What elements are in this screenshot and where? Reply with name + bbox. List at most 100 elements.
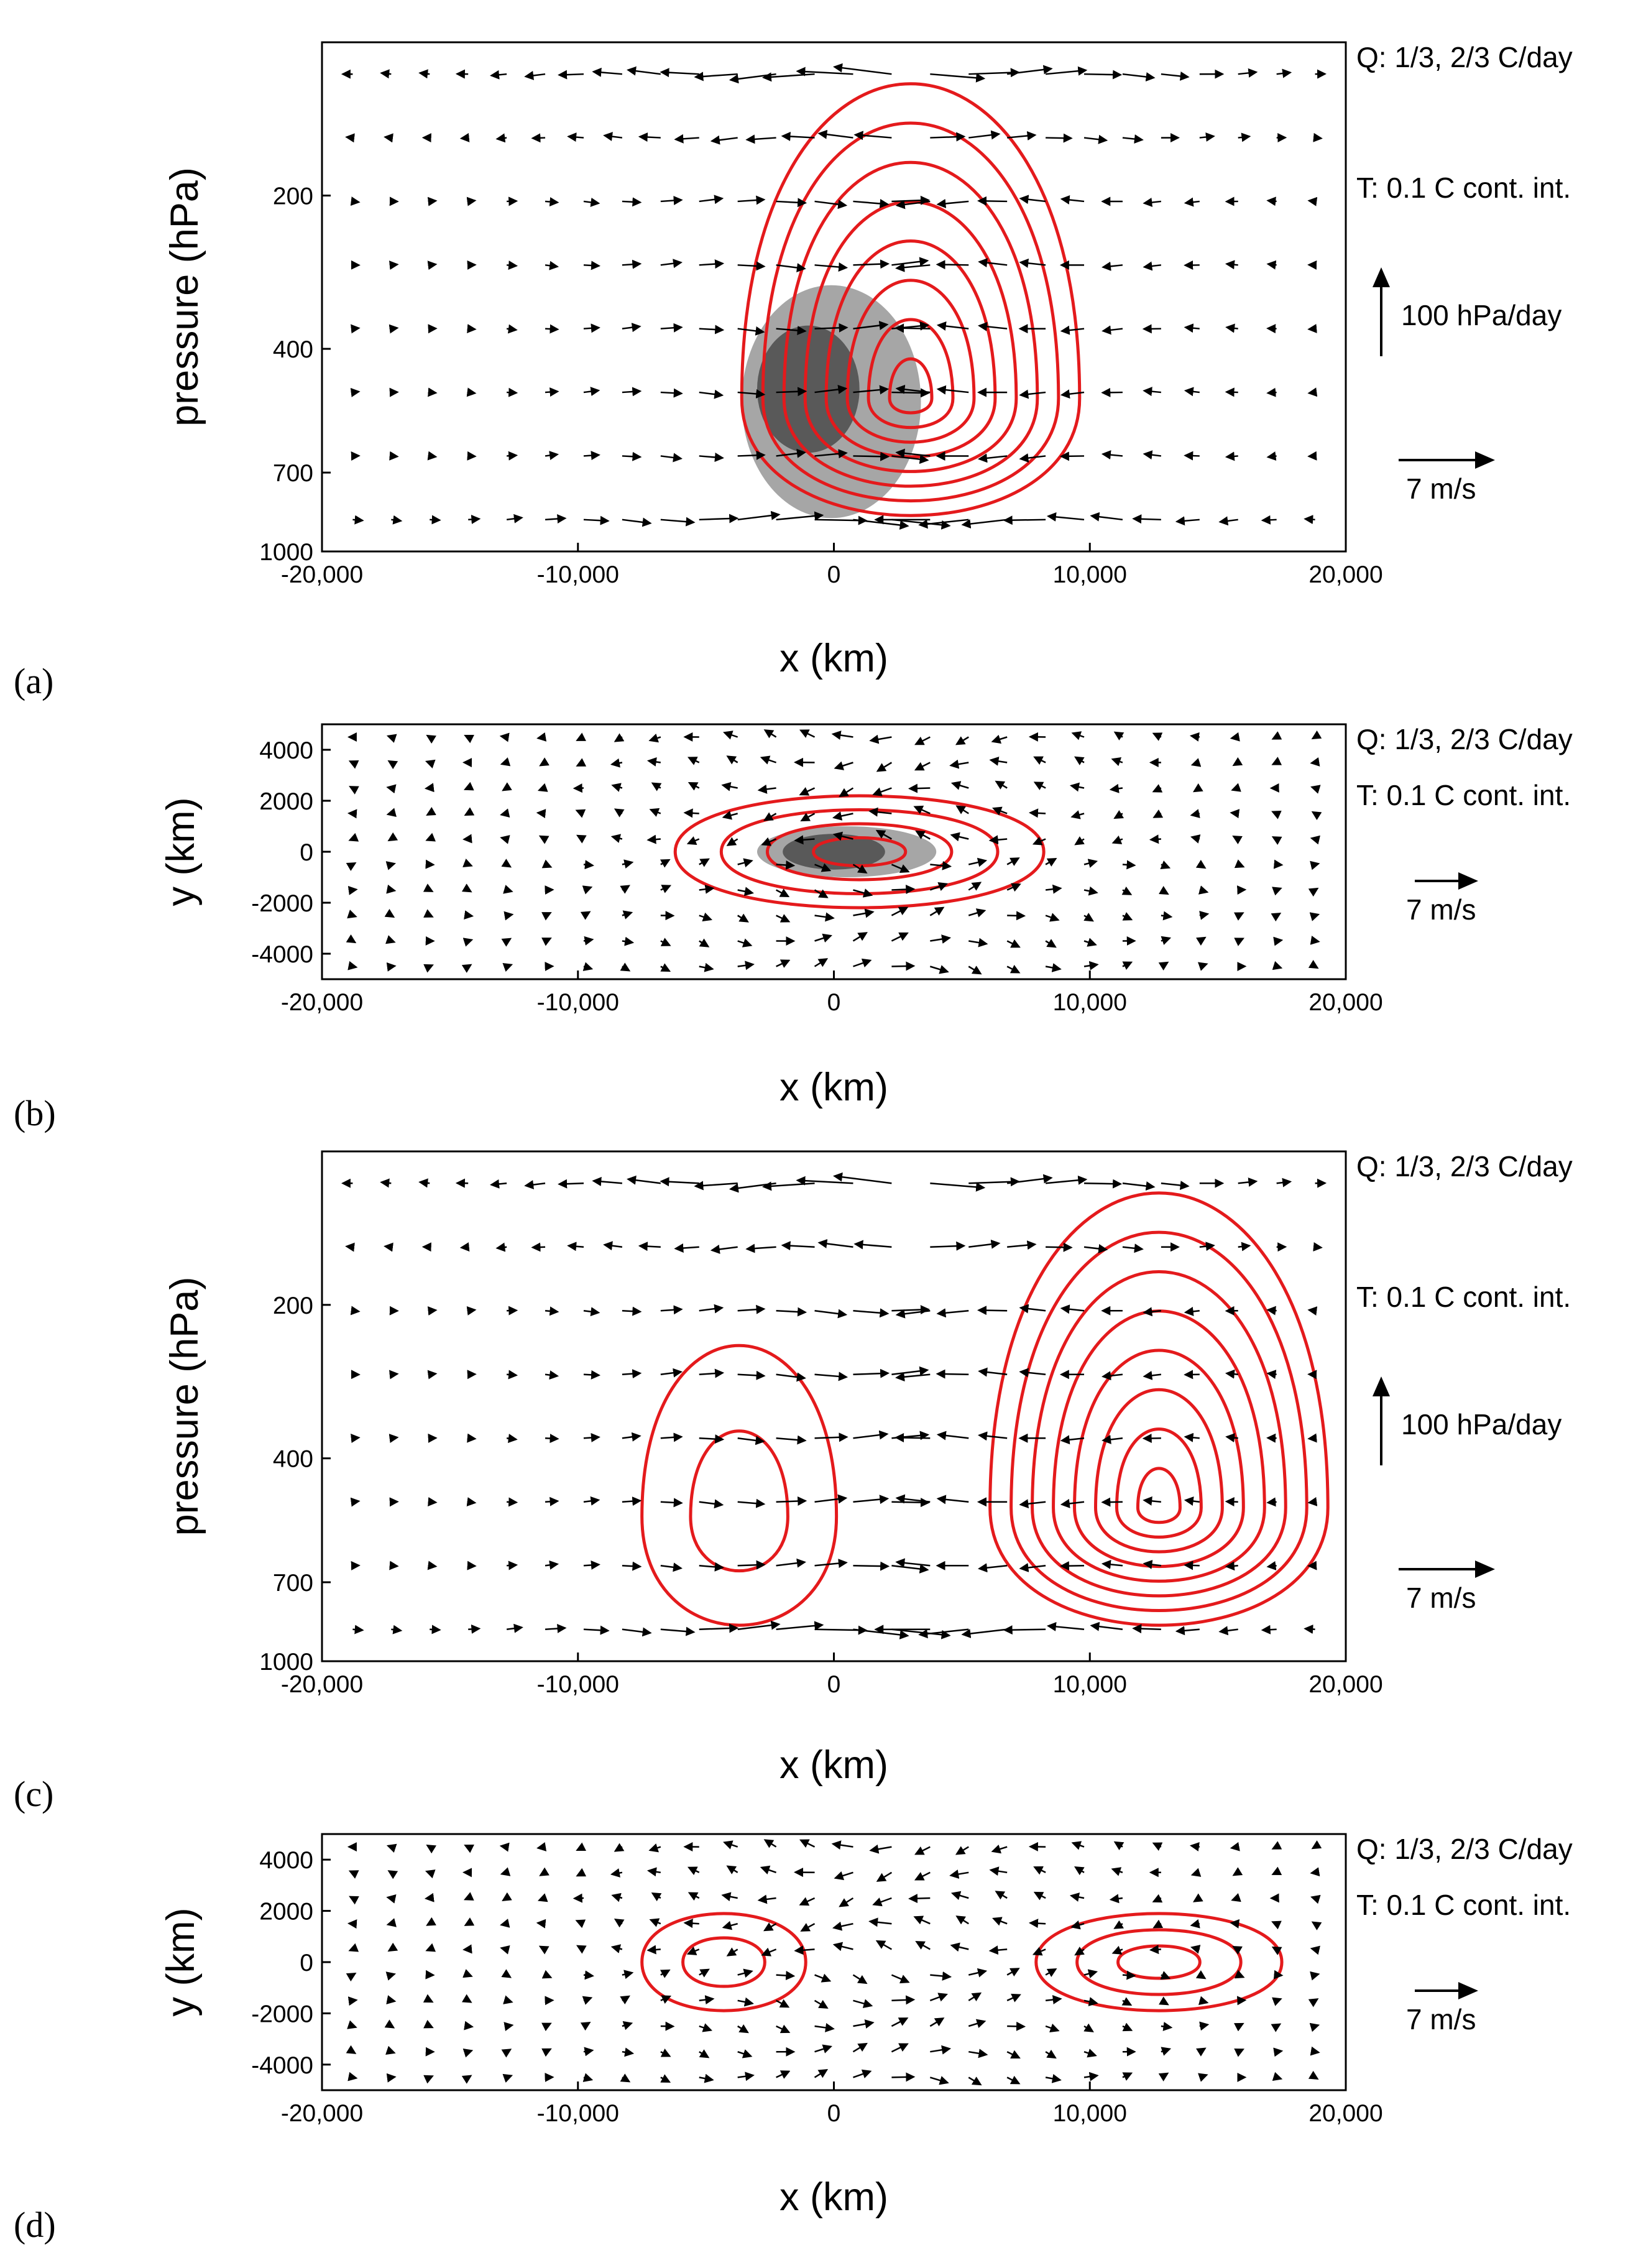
wind-vector <box>1074 756 1085 765</box>
wind-vector <box>853 1430 889 1440</box>
wind-vector <box>776 2070 791 2079</box>
wind-vector <box>799 729 816 738</box>
wind-vector <box>391 515 403 525</box>
wind-vector <box>1069 1892 1085 1902</box>
wind-vector <box>660 963 671 972</box>
y-tick-label: 2000 <box>259 1899 313 1925</box>
wind-vector <box>1160 860 1171 869</box>
wind-vector <box>1231 1892 1241 1902</box>
wind-vector <box>968 2019 986 2028</box>
wind-vector <box>1006 1968 1020 1977</box>
wind-vector <box>869 1844 892 1854</box>
wind-vector <box>936 1431 969 1441</box>
wind-vector <box>913 1915 931 1925</box>
wind-vector <box>737 195 766 205</box>
wind-vector <box>737 261 766 271</box>
wind-vector <box>423 2019 434 2029</box>
wind-vector <box>895 1494 931 1504</box>
wind-vector <box>500 1867 511 1876</box>
y-tick-label: 400 <box>273 336 313 363</box>
horizontal-key-label: 7 m/s <box>1406 893 1476 926</box>
wind-vector <box>386 1843 397 1853</box>
wind-vector <box>776 1372 806 1382</box>
wind-vector <box>651 782 662 791</box>
wind-vector <box>1266 451 1277 461</box>
wind-vector <box>814 2044 832 2054</box>
wind-vector <box>1006 883 1021 892</box>
wind-vector <box>582 2073 594 2082</box>
wind-vector <box>891 2017 909 2027</box>
wind-vector <box>776 2024 791 2034</box>
wind-vector <box>1304 515 1315 525</box>
wind-vector <box>737 887 754 897</box>
wind-vector <box>930 73 986 83</box>
wind-vector <box>799 1839 816 1848</box>
wind-vector <box>1122 961 1133 970</box>
wind-vector <box>1238 132 1251 142</box>
wind-vector <box>384 2019 395 2029</box>
wind-vector <box>426 1917 436 1926</box>
wind-vector <box>814 2068 829 2078</box>
wind-vector <box>1122 912 1133 921</box>
horizontal-key-arrowhead <box>1458 1982 1478 1999</box>
wind-vector <box>968 882 982 891</box>
wind-vector <box>506 1434 518 1444</box>
wind-vector <box>930 934 952 944</box>
wind-vector <box>1132 1624 1161 1634</box>
wind-vector <box>622 323 642 333</box>
wind-vector <box>660 859 671 868</box>
wind-vector <box>603 132 623 141</box>
wind-vector <box>1019 1368 1046 1378</box>
wind-vector <box>622 2021 633 2031</box>
wind-vector <box>872 1897 892 1907</box>
wind-vector <box>1019 258 1046 268</box>
wind-vector <box>936 260 969 270</box>
wind-vector <box>583 1432 600 1442</box>
wind-vector <box>1019 389 1046 399</box>
wind-vector <box>853 2069 872 2078</box>
wind-vector <box>622 197 642 207</box>
wind-vector <box>424 1892 435 1902</box>
x-tick-label: 20,000 <box>1308 2100 1382 2127</box>
wind-vector <box>891 1564 929 1574</box>
wind-vector <box>545 1306 559 1316</box>
wind-vector <box>1313 1242 1323 1252</box>
wind-vector <box>914 762 931 771</box>
heating-annotation: Q: 1/3, 2/3 C/day <box>1356 1833 1573 1865</box>
wind-vector <box>622 517 652 527</box>
wind-vector <box>949 1869 969 1879</box>
wind-vector <box>1310 1945 1320 1955</box>
y-tick-label: -4000 <box>251 941 313 968</box>
wind-vector <box>894 323 931 333</box>
wind-vector <box>853 131 892 141</box>
wind-vector <box>918 519 969 529</box>
wind-vector <box>852 1974 868 1984</box>
wind-vector <box>832 1942 853 1952</box>
wind-vector <box>699 1304 724 1314</box>
wind-vector <box>1113 810 1124 819</box>
wind-vector <box>1184 1496 1200 1506</box>
wind-vector <box>989 1866 1008 1876</box>
wind-vector <box>1045 1995 1062 2004</box>
wind-vector <box>977 321 1008 331</box>
y-tick-label: 0 <box>300 839 313 866</box>
wind-vector <box>389 1560 399 1570</box>
wind-vector <box>427 1306 438 1316</box>
wind-vector <box>346 934 357 944</box>
wind-vector <box>386 734 397 743</box>
plot-area <box>341 63 1327 530</box>
wind-vector <box>737 961 755 970</box>
wind-vector <box>1266 1497 1277 1507</box>
wind-vector <box>467 324 477 334</box>
wind-vector <box>699 1434 725 1444</box>
wind-vector <box>495 1242 507 1252</box>
wind-vector <box>781 132 815 141</box>
wind-vector <box>674 134 699 144</box>
wind-vector <box>660 453 683 463</box>
wind-vector <box>977 1431 1008 1441</box>
wind-vector <box>1158 961 1169 971</box>
wind-vector <box>699 2073 714 2083</box>
wind-vector <box>580 911 591 920</box>
temperature-contour <box>1034 1912 1284 2012</box>
wind-vector <box>1199 910 1210 920</box>
